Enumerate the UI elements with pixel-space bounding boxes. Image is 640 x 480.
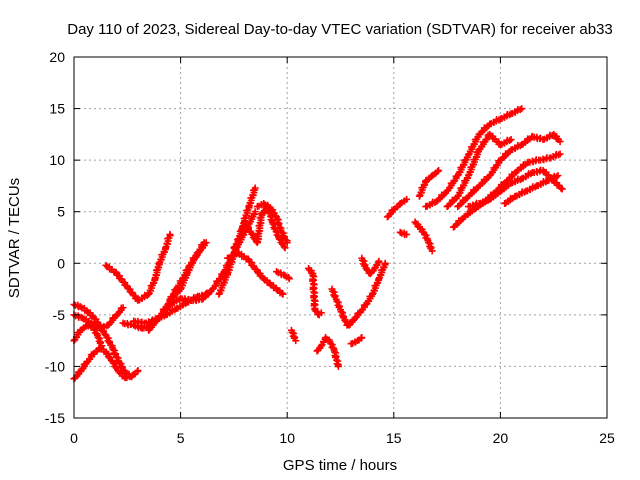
data-point: [281, 272, 289, 280]
y-tick-label: -15: [45, 410, 65, 426]
data-point: [507, 136, 515, 144]
data-point: [128, 373, 136, 381]
y-axis-label: SDTVAR / TECUs: [6, 178, 23, 298]
data-point: [375, 257, 383, 265]
chart-title: Day 110 of 2023, Sidereal Day-to-day VTE…: [67, 21, 613, 38]
data-point: [103, 333, 111, 341]
data-point: [292, 337, 300, 345]
data-point: [98, 342, 106, 350]
data-point: [555, 151, 563, 159]
data-point: [557, 184, 565, 192]
data-point: [288, 328, 296, 336]
data-point: [558, 185, 566, 193]
axis-ticks: 0 5 10 15 20 25 -15 -10 -5 0 5 10 15 20: [45, 49, 615, 446]
data-point: [403, 195, 411, 203]
y-tick-label: 15: [49, 101, 65, 117]
data-point: [79, 314, 87, 322]
data-point: [278, 289, 286, 297]
data-point: [381, 259, 389, 267]
data-points: [70, 105, 566, 383]
data-point: [283, 239, 291, 247]
y-tick-label: 0: [57, 255, 65, 271]
data-point: [518, 105, 526, 113]
y-tick-label: 20: [49, 49, 65, 65]
y-tick-label: 5: [57, 204, 65, 220]
data-point: [119, 304, 127, 312]
data-point: [278, 228, 286, 236]
data-point: [251, 184, 259, 192]
data-point: [317, 309, 325, 317]
data-point: [202, 239, 210, 247]
y-tick-label: 10: [49, 152, 65, 168]
x-tick-label: 10: [279, 430, 295, 446]
y-tick-label: -10: [45, 358, 65, 374]
x-tick-label: 15: [386, 430, 402, 446]
data-point: [425, 239, 433, 247]
data-point: [234, 249, 242, 257]
data-point: [285, 275, 293, 283]
y-tick-label: -5: [53, 307, 66, 323]
data-point: [333, 297, 341, 305]
data-point: [166, 230, 174, 238]
data-point: [556, 138, 564, 146]
data-point: [506, 137, 514, 145]
data-point: [251, 208, 259, 216]
data-point: [281, 244, 289, 252]
data-point: [317, 342, 325, 350]
data-point: [134, 367, 142, 375]
data-point: [428, 247, 436, 255]
data-point: [279, 290, 287, 298]
x-tick-label: 25: [599, 430, 615, 446]
data-point: [280, 243, 288, 251]
plot-frame: [73, 56, 608, 419]
data-point: [337, 308, 345, 316]
x-tick-label: 0: [70, 430, 78, 446]
data-point: [434, 167, 442, 175]
data-point: [527, 170, 535, 178]
data-point: [556, 150, 564, 158]
data-point: [358, 334, 366, 342]
data-point: [435, 166, 443, 174]
data-point: [554, 172, 562, 180]
x-tick-label: 5: [177, 430, 185, 446]
data-point: [552, 173, 560, 181]
data-point: [516, 106, 524, 114]
x-tick-label: 20: [493, 430, 509, 446]
data-point: [403, 230, 411, 238]
data-point: [329, 287, 337, 295]
data-point: [334, 362, 342, 370]
x-axis-label: GPS time / hours: [283, 457, 397, 474]
data-point: [359, 256, 367, 264]
data-point: [94, 334, 102, 342]
